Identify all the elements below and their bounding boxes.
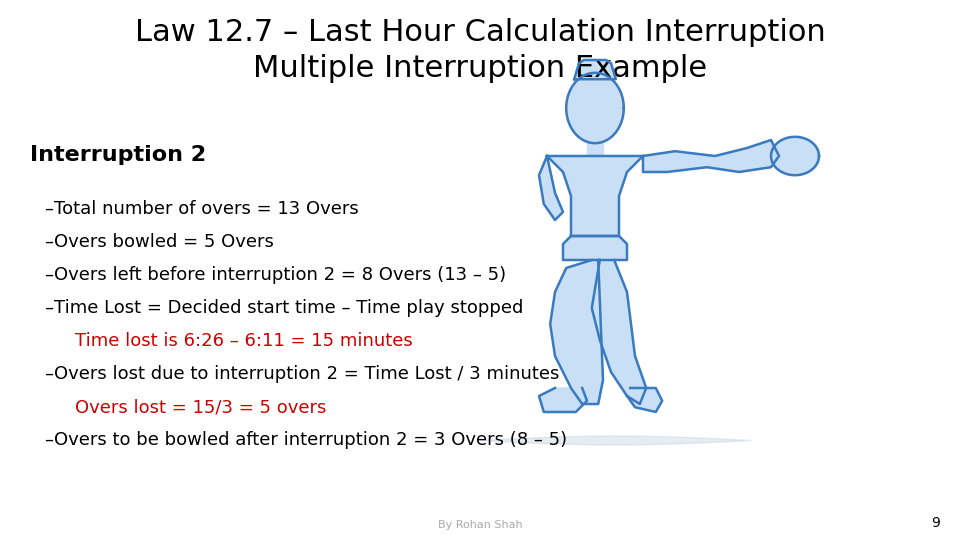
Polygon shape: [547, 156, 643, 236]
Text: –Overs bowled = 5 Overs: –Overs bowled = 5 Overs: [45, 233, 274, 251]
Text: –Total number of overs = 13 Overs: –Total number of overs = 13 Overs: [45, 200, 359, 218]
Text: Time lost is 6:26 – 6:11 = 15 minutes: Time lost is 6:26 – 6:11 = 15 minutes: [75, 332, 413, 350]
Polygon shape: [627, 388, 662, 412]
Text: Overs lost = 15/3 = 5 overs: Overs lost = 15/3 = 5 overs: [75, 398, 326, 416]
Text: 9: 9: [931, 516, 940, 530]
Polygon shape: [771, 137, 819, 175]
Text: Interruption 2: Interruption 2: [30, 145, 206, 165]
Polygon shape: [643, 140, 779, 172]
Text: –Overs left before interruption 2 = 8 Overs (13 – 5): –Overs left before interruption 2 = 8 Ov…: [45, 266, 506, 284]
Polygon shape: [550, 260, 603, 404]
Polygon shape: [539, 388, 587, 412]
Polygon shape: [566, 73, 624, 143]
Polygon shape: [591, 260, 646, 404]
Text: Law 12.7 – Last Hour Calculation Interruption
Multiple Interruption Example: Law 12.7 – Last Hour Calculation Interru…: [134, 18, 826, 83]
Text: –Time Lost = Decided start time – Time play stopped: –Time Lost = Decided start time – Time p…: [45, 299, 523, 317]
Polygon shape: [574, 60, 615, 79]
Text: –Overs lost due to interruption 2 = Time Lost / 3 minutes: –Overs lost due to interruption 2 = Time…: [45, 365, 560, 383]
Polygon shape: [587, 143, 603, 156]
Text: By Rohan Shah: By Rohan Shah: [438, 520, 522, 530]
Text: –Overs to be bowled after interruption 2 = 3 Overs (8 – 5): –Overs to be bowled after interruption 2…: [45, 431, 567, 449]
Polygon shape: [539, 156, 563, 220]
Polygon shape: [563, 236, 627, 260]
